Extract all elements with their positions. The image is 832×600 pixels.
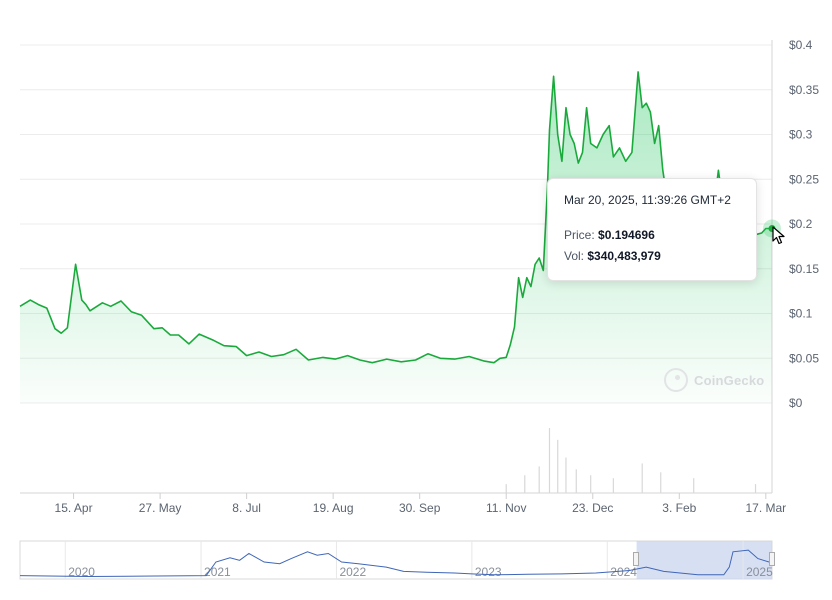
tooltip-price-value: $0.194696 <box>598 228 655 242</box>
x-tick-label: 17. Mar <box>745 501 786 515</box>
volume-bar <box>590 475 592 493</box>
mouse-pointer-icon <box>772 226 785 245</box>
x-tick-label: 19. Aug <box>313 501 354 515</box>
y-tick-label: $0.15 <box>789 262 819 276</box>
x-tick-label: 15. Apr <box>55 501 93 515</box>
navigator-selection <box>636 541 772 579</box>
x-tick-label: 27. May <box>139 501 182 515</box>
coingecko-logo-icon <box>664 368 688 392</box>
navigator-year-label: 2023 <box>475 565 502 579</box>
y-tick-label: $0.25 <box>789 172 819 186</box>
x-tick-label: 8. Jul <box>232 501 261 515</box>
navigator-line <box>19 549 773 578</box>
tooltip-date: Mar 20, 2025, 11:39:26 GMT+2 <box>564 193 731 207</box>
navigator-left-handle[interactable] <box>633 552 639 566</box>
volume-bar <box>754 484 757 493</box>
watermark-text: CoinGecko <box>694 372 765 388</box>
tooltip-vol-value: $340,483,979 <box>587 249 661 263</box>
x-tick-label: 23. Dec <box>572 501 613 515</box>
volume-bar <box>641 463 643 493</box>
tooltip-price-label: Price: <box>564 228 595 242</box>
volume-bar <box>693 478 695 493</box>
chart-tooltip: Mar 20, 2025, 11:39:26 GMT+2 Price: $0.1… <box>547 178 757 281</box>
volume-bar <box>575 469 577 493</box>
tooltip-vol-row: Vol: $340,483,979 <box>564 249 740 263</box>
volume-bar <box>612 478 614 493</box>
y-tick-label: $0.4 <box>789 38 813 52</box>
navigator-year-label: 2020 <box>68 565 95 579</box>
y-tick-label: $0 <box>789 396 803 410</box>
volume-bar <box>538 466 540 493</box>
navigator-year-label: 2025 <box>746 565 773 579</box>
tooltip-price-row: Price: $0.194696 <box>564 228 740 242</box>
y-tick-label: $0.35 <box>789 83 819 97</box>
x-tick-label: 30. Sep <box>399 501 441 515</box>
volume-bar <box>565 457 567 493</box>
price-area <box>20 71 772 404</box>
navigator-year-label: 2022 <box>339 565 366 579</box>
volume-bar <box>548 428 551 493</box>
y-tick-label: $0.05 <box>789 351 819 365</box>
x-tick-label: 3. Feb <box>662 501 696 515</box>
x-tick-label: 11. Nov <box>486 501 526 515</box>
volume-bar <box>660 472 662 493</box>
y-tick-label: $0.1 <box>789 307 813 321</box>
volume-bar <box>505 484 507 493</box>
volume-bar <box>557 439 559 493</box>
navigator-right-handle[interactable] <box>769 552 775 566</box>
y-tick-label: $0.2 <box>789 217 813 231</box>
navigator-year-label: 2021 <box>204 565 231 579</box>
volume-bar <box>524 475 526 493</box>
tooltip-vol-label: Vol: <box>564 249 585 263</box>
y-tick-label: $0.3 <box>789 128 813 142</box>
coingecko-watermark: CoinGecko <box>664 368 764 392</box>
navigator-year-label: 2024 <box>610 565 637 579</box>
